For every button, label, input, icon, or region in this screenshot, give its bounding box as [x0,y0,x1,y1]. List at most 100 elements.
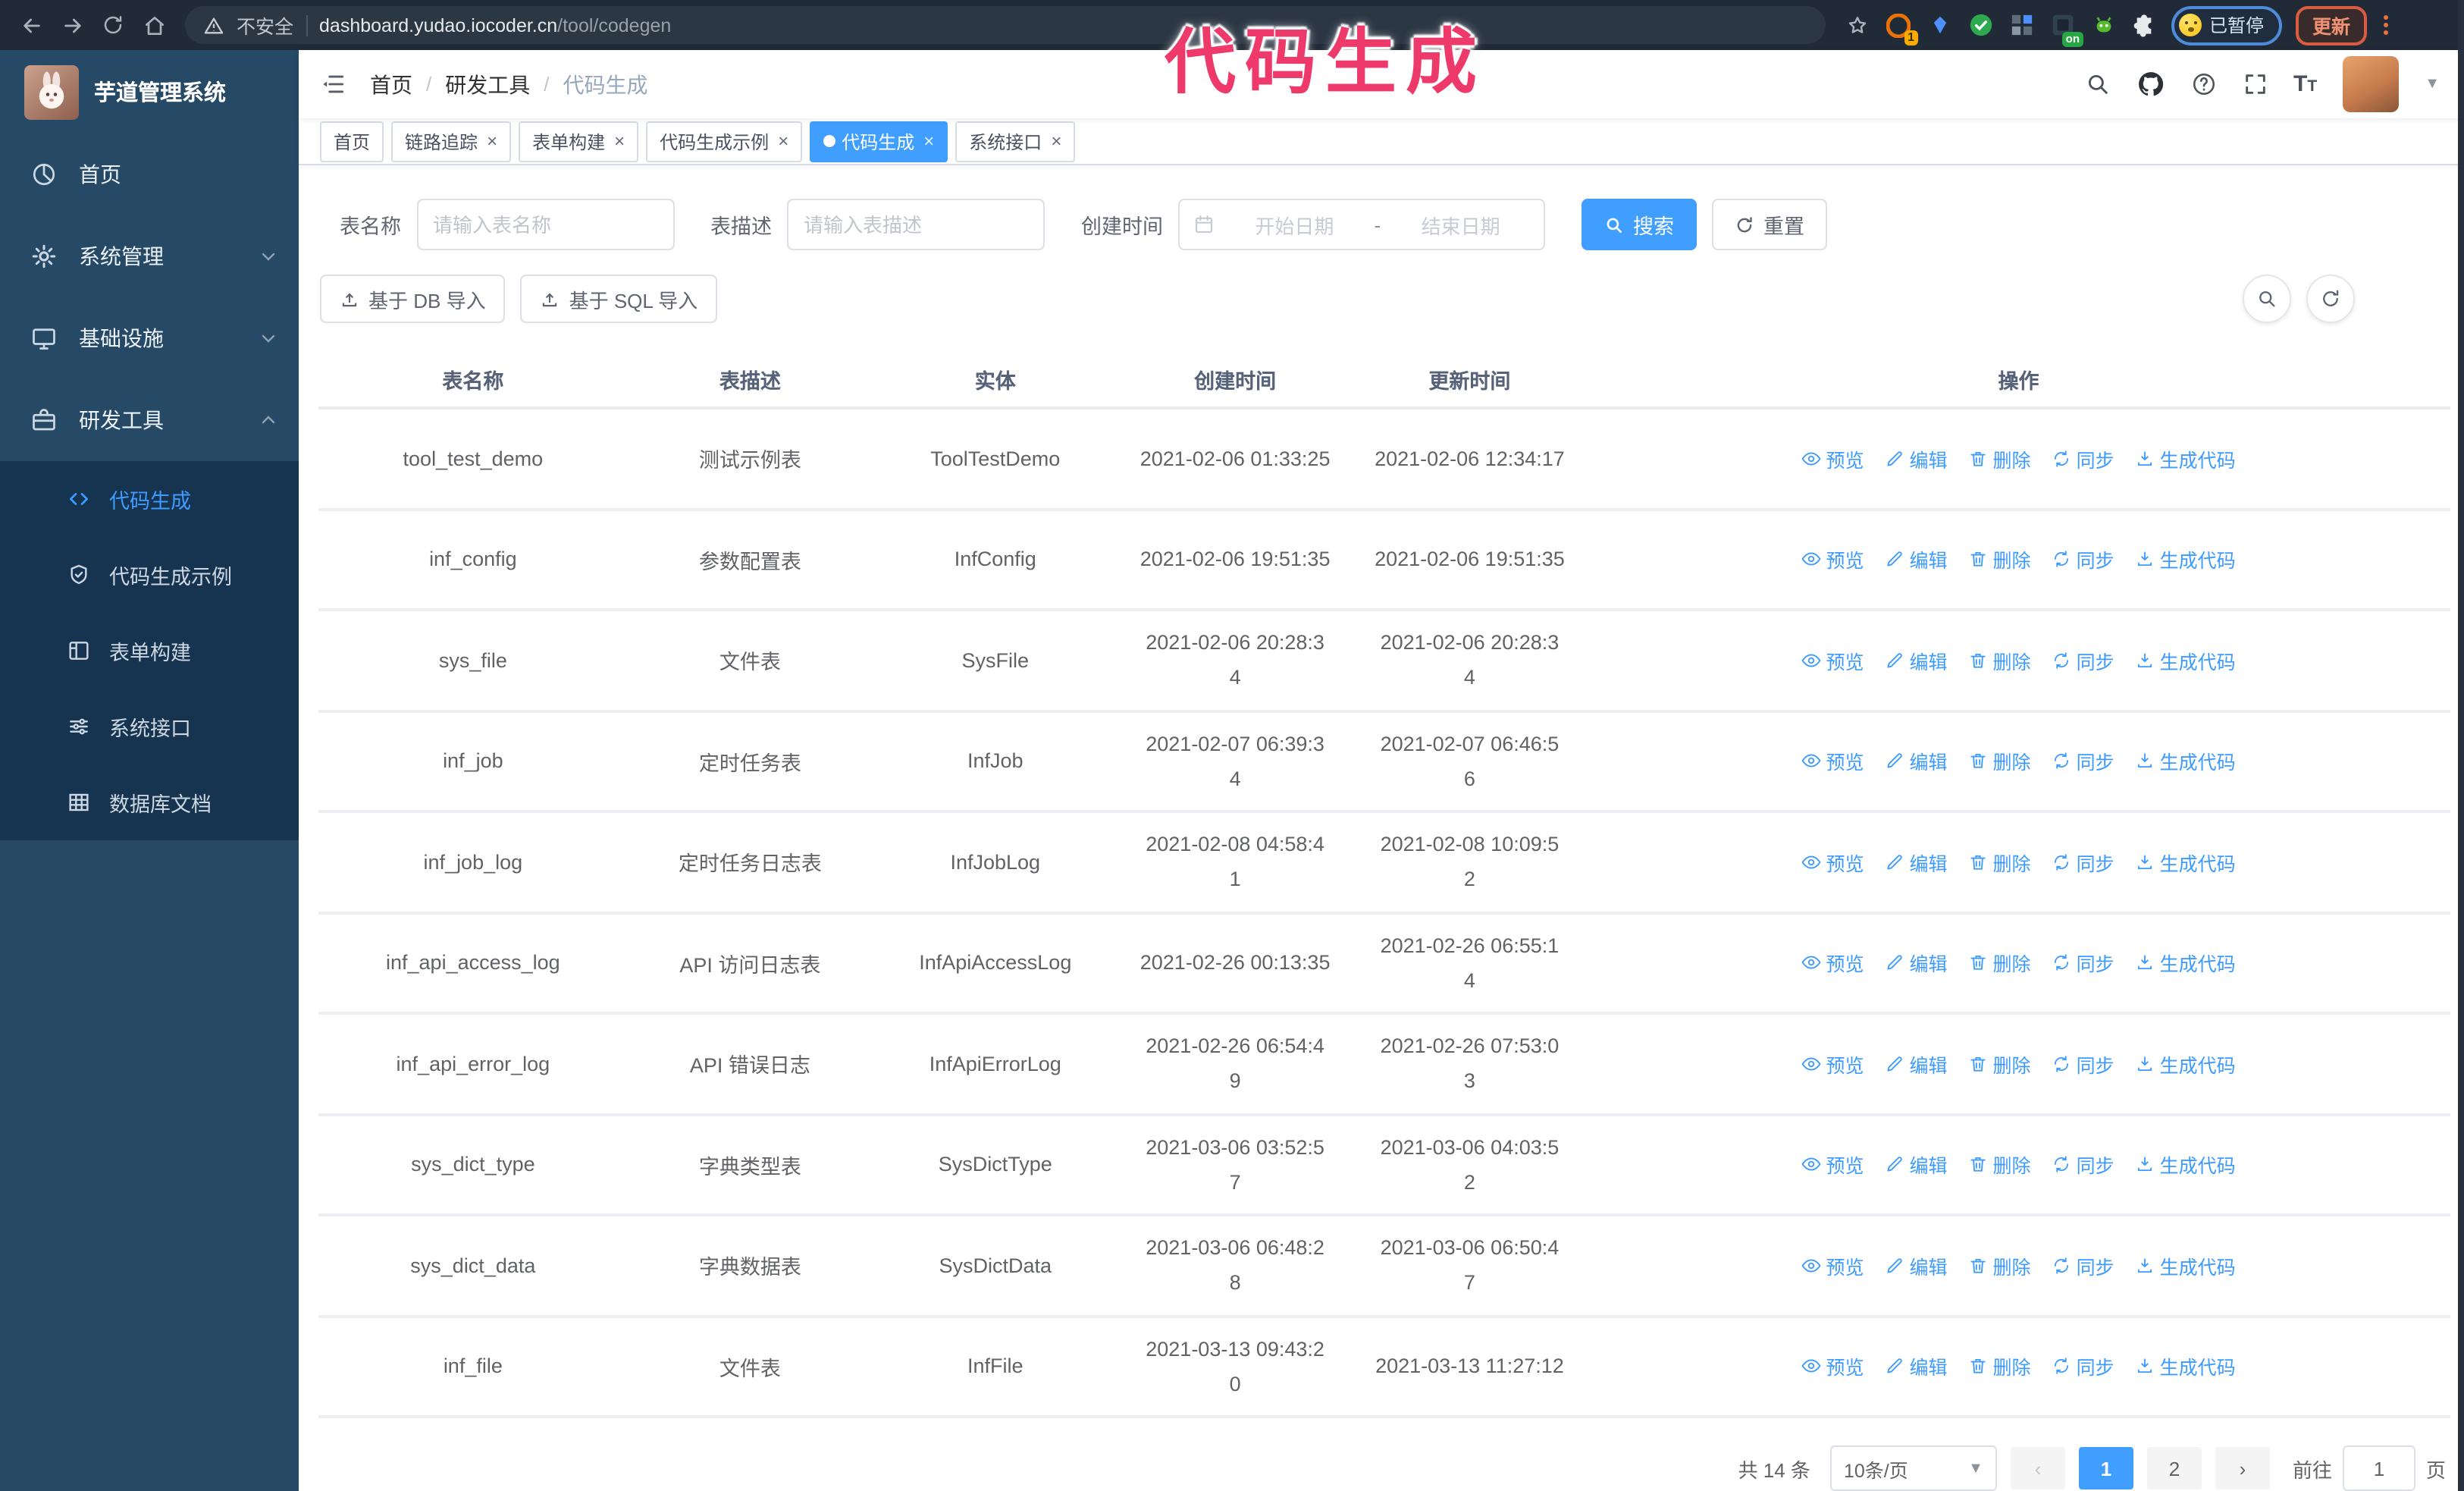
goto-page-input[interactable] [2342,1445,2415,1491]
browser-menu-icon[interactable] [2384,15,2389,35]
delete-link[interactable]: 删除 [1969,747,2031,776]
preview-link[interactable]: 预览 [1801,1251,1864,1280]
caret-down-icon[interactable]: ▼ [2425,76,2440,93]
hamburger-icon[interactable] [320,71,346,97]
forward-icon[interactable] [53,6,91,44]
sidebar-subitem-db-doc[interactable]: 数据库文档 [0,764,299,840]
tab-close-icon[interactable]: × [778,130,789,152]
delete-link[interactable]: 删除 [1969,545,2031,574]
edit-link[interactable]: 编辑 [1886,747,1948,776]
sync-link[interactable]: 同步 [2052,1352,2114,1381]
edit-link[interactable]: 编辑 [1886,646,1948,675]
tab-close-icon[interactable]: × [923,130,935,152]
toggle-search-button[interactable] [2243,275,2291,323]
preview-link[interactable]: 预览 [1801,1050,1864,1078]
sync-link[interactable]: 同步 [2052,646,2114,675]
logo-row[interactable]: 芋道管理系统 [0,50,299,133]
help-icon[interactable] [2190,71,2216,97]
sync-link[interactable]: 同步 [2052,747,2114,776]
tab-1[interactable]: 链路追踪 × [391,121,512,162]
sidebar-item-home[interactable]: 首页 [0,133,299,215]
home-icon[interactable] [135,6,173,44]
edit-link[interactable]: 编辑 [1886,545,1948,574]
sidebar-subitem-form-builder[interactable]: 表单构建 [0,613,299,689]
edit-link[interactable]: 编辑 [1886,1251,1948,1280]
sidebar-subitem-codegen-example[interactable]: 代码生成示例 [0,537,299,613]
generate-code-link[interactable]: 生成代码 [2136,444,2236,473]
page-button-1[interactable]: 1 [2078,1447,2133,1489]
sync-link[interactable]: 同步 [2052,1150,2114,1179]
delete-link[interactable]: 删除 [1969,949,2031,978]
paused-extension-button[interactable]: 已暂停 [2171,5,2283,45]
edit-link[interactable]: 编辑 [1886,444,1948,473]
edit-link[interactable]: 编辑 [1886,949,1948,978]
generate-code-link[interactable]: 生成代码 [2136,1050,2236,1078]
extension-green-icon[interactable] [2089,11,2117,39]
sync-link[interactable]: 同步 [2052,949,2114,978]
next-page-button[interactable]: › [2215,1447,2270,1489]
search-icon[interactable] [2084,71,2110,97]
address-bar[interactable]: 不安全 dashboard.yudao.iocoder.cn/tool/code… [185,6,1826,44]
sidebar-subitem-system-api[interactable]: 系统接口 [0,689,299,764]
avatar[interactable] [2343,56,2400,113]
generate-code-link[interactable]: 生成代码 [2136,747,2236,776]
extension-grid-icon[interactable] [2008,11,2035,39]
search-button[interactable]: 搜索 [1582,199,1697,250]
puzzle-extensions-icon[interactable] [2130,11,2158,39]
delete-link[interactable]: 删除 [1969,444,2031,473]
tab-4[interactable]: 代码生成 × [810,121,948,162]
sidebar-item-infra[interactable]: 基础设施 [0,297,299,379]
delete-link[interactable]: 删除 [1969,1352,2031,1381]
delete-link[interactable]: 删除 [1969,646,2031,675]
page-button-2[interactable]: 2 [2146,1447,2202,1489]
edit-link[interactable]: 编辑 [1886,1050,1948,1078]
edit-link[interactable]: 编辑 [1886,1352,1948,1381]
sidebar-subitem-codegen[interactable]: 代码生成 [0,461,299,537]
fullscreen-icon[interactable] [2242,71,2268,97]
table-desc-input[interactable] [787,199,1045,250]
refresh-table-button[interactable] [2306,275,2355,323]
tab-close-icon[interactable]: × [1051,130,1062,152]
date-range-picker[interactable]: 开始日期 - 结束日期 [1178,199,1545,250]
breadcrumb-devtools[interactable]: 研发工具 [445,72,531,97]
reset-button[interactable]: 重置 [1712,199,1827,250]
edit-link[interactable]: 编辑 [1886,848,1948,877]
generate-code-link[interactable]: 生成代码 [2136,1352,2236,1381]
preview-link[interactable]: 预览 [1801,848,1864,877]
table-name-input[interactable] [416,199,674,250]
font-size-icon[interactable]: TT [2293,71,2318,98]
preview-link[interactable]: 预览 [1801,949,1864,978]
reload-icon[interactable] [94,6,132,44]
tab-5[interactable]: 系统接口 × [955,121,1076,162]
sync-link[interactable]: 同步 [2052,848,2114,877]
extension-on-icon[interactable]: on [2049,11,2083,46]
delete-link[interactable]: 删除 [1969,1050,2031,1078]
import-sql-button[interactable]: 基于 SQL 导入 [520,275,718,323]
tab-2[interactable]: 表单构建 × [519,121,639,162]
tab-close-icon[interactable]: × [487,130,498,152]
github-icon[interactable] [2136,70,2165,99]
sidebar-item-system[interactable]: 系统管理 [0,215,299,297]
extension-diamond-icon[interactable] [1926,11,1953,39]
tab-3[interactable]: 代码生成示例 × [646,121,803,162]
sync-link[interactable]: 同步 [2052,444,2114,473]
import-db-button[interactable]: 基于 DB 导入 [320,275,506,323]
edit-link[interactable]: 编辑 [1886,1150,1948,1179]
sync-link[interactable]: 同步 [2052,1251,2114,1280]
generate-code-link[interactable]: 生成代码 [2136,949,2236,978]
tab-close-icon[interactable]: × [614,130,625,152]
generate-code-link[interactable]: 生成代码 [2136,848,2236,877]
extension-orange-icon[interactable]: 1 [1885,11,1918,45]
generate-code-link[interactable]: 生成代码 [2136,1150,2236,1179]
delete-link[interactable]: 删除 [1969,1251,2031,1280]
breadcrumb-home[interactable]: 首页 [370,72,412,97]
generate-code-link[interactable]: 生成代码 [2136,646,2236,675]
preview-link[interactable]: 预览 [1801,1352,1864,1381]
delete-link[interactable]: 删除 [1969,1150,2031,1179]
preview-link[interactable]: 预览 [1801,646,1864,675]
back-icon[interactable] [12,6,50,44]
generate-code-link[interactable]: 生成代码 [2136,545,2236,574]
sync-link[interactable]: 同步 [2052,1050,2114,1078]
preview-link[interactable]: 预览 [1801,444,1864,473]
delete-link[interactable]: 删除 [1969,848,2031,877]
